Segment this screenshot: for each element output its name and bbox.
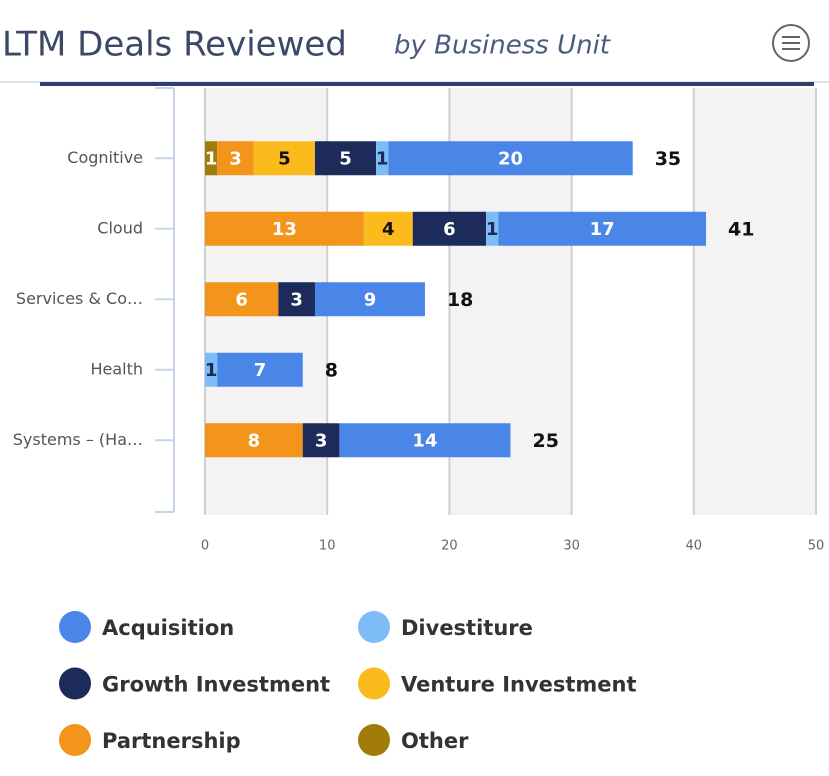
bar-value-label: 6 bbox=[443, 219, 456, 240]
bar-segment bbox=[278, 282, 315, 317]
bar-segment bbox=[363, 211, 413, 246]
y-tick-label: Cloud bbox=[97, 218, 143, 237]
bar-segment bbox=[388, 141, 633, 176]
bar-segment bbox=[205, 282, 279, 317]
plot-band bbox=[693, 88, 816, 515]
bar-value-label: 5 bbox=[278, 148, 291, 169]
legend-label: Venture Investment bbox=[401, 673, 637, 697]
chart-title: LTM Deals Reviewed bbox=[2, 25, 347, 65]
bar-segment bbox=[314, 141, 377, 176]
y-tick-label: Systems – (Ha… bbox=[13, 430, 143, 449]
bar-segment bbox=[217, 141, 254, 176]
bar-segment bbox=[486, 211, 499, 246]
x-tick-label: 0 bbox=[201, 539, 209, 554]
legend-label: Growth Investment bbox=[102, 673, 330, 697]
legend-swatch bbox=[358, 611, 390, 643]
bar-value-label: 1 bbox=[486, 219, 499, 240]
legend-label: Divestiture bbox=[401, 616, 533, 640]
bar-total-label: 18 bbox=[447, 289, 473, 311]
x-tick-label: 10 bbox=[319, 539, 336, 554]
legend-swatch bbox=[59, 724, 91, 756]
bar-value-label: 6 bbox=[235, 289, 248, 310]
chart-subtitle: by Business Unit bbox=[394, 31, 611, 61]
bar-segment bbox=[498, 211, 707, 246]
bar-value-label: 3 bbox=[290, 289, 303, 310]
bar-value-label: 3 bbox=[229, 148, 242, 169]
bar-segment bbox=[253, 141, 315, 176]
legend-swatch bbox=[59, 667, 91, 700]
legend-label: Partnership bbox=[102, 729, 241, 753]
bar-value-label: 5 bbox=[339, 148, 352, 169]
bar-total-label: 25 bbox=[533, 430, 559, 452]
bar-segment bbox=[412, 211, 487, 246]
legend-swatch bbox=[358, 724, 390, 756]
y-tick-label: Health bbox=[90, 359, 143, 378]
x-tick-label: 20 bbox=[441, 539, 458, 554]
bar-value-label: 14 bbox=[412, 430, 437, 451]
legend-swatch bbox=[59, 611, 91, 643]
bar-total-label: 35 bbox=[655, 148, 681, 170]
bar-value-label: 9 bbox=[364, 289, 377, 310]
bar-value-label: 3 bbox=[315, 430, 328, 451]
bar-segment bbox=[376, 141, 389, 176]
bar-total-label: 8 bbox=[325, 359, 338, 381]
y-tick-label: Services & Co… bbox=[16, 289, 143, 308]
bar-value-label: 20 bbox=[498, 148, 523, 169]
bar-segment bbox=[314, 282, 425, 317]
bar-segment bbox=[205, 211, 364, 246]
bar-value-label: 1 bbox=[376, 148, 389, 169]
bar-segment bbox=[302, 423, 340, 458]
bar-value-label: 8 bbox=[248, 430, 261, 451]
bar-value-label: 13 bbox=[272, 219, 297, 240]
bar-total-label: 41 bbox=[728, 218, 754, 240]
bar-segment bbox=[205, 423, 303, 458]
x-tick-label: 40 bbox=[686, 539, 703, 554]
x-tick-label: 30 bbox=[563, 539, 580, 554]
bar-segment bbox=[205, 352, 218, 387]
y-tick-label: Cognitive bbox=[67, 148, 143, 167]
bar-segment bbox=[339, 423, 511, 458]
legend-label: Other bbox=[401, 729, 469, 753]
menu-button[interactable] bbox=[772, 24, 810, 62]
x-tick-label: 50 bbox=[808, 539, 825, 554]
bar-value-label: 1 bbox=[205, 148, 218, 169]
bar-value-label: 4 bbox=[382, 219, 395, 240]
legend-label: Acquisition bbox=[102, 616, 234, 640]
bar-value-label: 1 bbox=[205, 360, 218, 381]
bar-segment bbox=[205, 141, 218, 176]
bar-segment bbox=[217, 352, 303, 387]
bar-value-label: 17 bbox=[590, 219, 615, 240]
bar-value-label: 7 bbox=[254, 360, 267, 381]
legend-swatch bbox=[358, 667, 390, 700]
